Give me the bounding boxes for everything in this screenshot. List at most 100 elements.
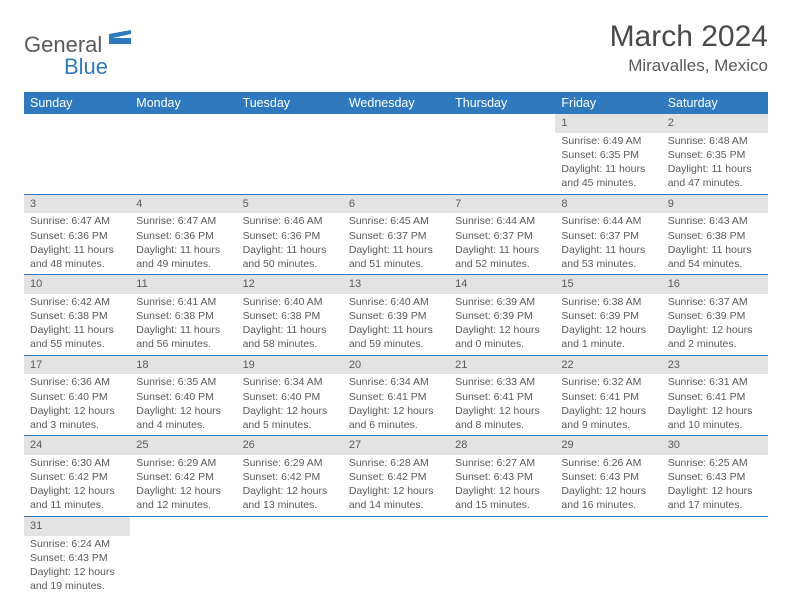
day-number: 16 <box>668 278 680 290</box>
day-number-cell <box>343 114 449 133</box>
sunrise-text: Sunrise: 6:30 AM <box>30 456 124 470</box>
sunset-text: Sunset: 6:37 PM <box>455 229 549 243</box>
day-info-cell: Sunrise: 6:34 AMSunset: 6:40 PMDaylight:… <box>237 374 343 435</box>
daynum-row: 17181920212223 <box>24 355 768 374</box>
day-info-cell: Sunrise: 6:44 AMSunset: 6:37 PMDaylight:… <box>555 213 661 274</box>
sunset-text: Sunset: 6:39 PM <box>455 309 549 323</box>
daylight-text: Daylight: 12 hours <box>30 404 124 418</box>
day-info-cell <box>343 133 449 194</box>
sunset-text: Sunset: 6:41 PM <box>455 390 549 404</box>
daylight-text: Daylight: 12 hours <box>243 484 337 498</box>
day-number: 10 <box>30 278 42 290</box>
sunrise-text: Sunrise: 6:40 AM <box>243 295 337 309</box>
sunrise-text: Sunrise: 6:31 AM <box>668 375 762 389</box>
day-number-cell: 7 <box>449 194 555 213</box>
location: Miravalles, Mexico <box>610 56 768 76</box>
daylight-text: and 58 minutes. <box>243 337 337 351</box>
daylight-text: Daylight: 11 hours <box>243 243 337 257</box>
sunset-text: Sunset: 6:38 PM <box>30 309 124 323</box>
sunrise-text: Sunrise: 6:46 AM <box>243 214 337 228</box>
day-info-cell: Sunrise: 6:47 AMSunset: 6:36 PMDaylight:… <box>130 213 236 274</box>
sunrise-text: Sunrise: 6:38 AM <box>561 295 655 309</box>
day-info-cell: Sunrise: 6:39 AMSunset: 6:39 PMDaylight:… <box>449 294 555 355</box>
day-number-cell <box>130 114 236 133</box>
day-info-cell <box>24 133 130 194</box>
day-info-cell: Sunrise: 6:26 AMSunset: 6:43 PMDaylight:… <box>555 455 661 516</box>
day-number: 23 <box>668 359 680 371</box>
sunset-text: Sunset: 6:39 PM <box>668 309 762 323</box>
day-info-cell: Sunrise: 6:29 AMSunset: 6:42 PMDaylight:… <box>130 455 236 516</box>
sunset-text: Sunset: 6:37 PM <box>561 229 655 243</box>
day-number: 19 <box>243 359 255 371</box>
day-header: Friday <box>555 92 661 114</box>
day-info-cell: Sunrise: 6:29 AMSunset: 6:42 PMDaylight:… <box>237 455 343 516</box>
day-number: 9 <box>668 198 674 210</box>
day-number-cell <box>24 114 130 133</box>
sunset-text: Sunset: 6:41 PM <box>668 390 762 404</box>
info-row: Sunrise: 6:42 AMSunset: 6:38 PMDaylight:… <box>24 294 768 355</box>
daylight-text: Daylight: 12 hours <box>455 323 549 337</box>
daynum-row: 10111213141516 <box>24 275 768 294</box>
daylight-text: Daylight: 11 hours <box>30 243 124 257</box>
daylight-text: and 51 minutes. <box>349 257 443 271</box>
day-info-cell: Sunrise: 6:24 AMSunset: 6:43 PMDaylight:… <box>24 536 130 597</box>
daylight-text: and 4 minutes. <box>136 418 230 432</box>
day-number: 12 <box>243 278 255 290</box>
day-number: 27 <box>349 439 361 451</box>
info-row: Sunrise: 6:47 AMSunset: 6:36 PMDaylight:… <box>24 213 768 274</box>
day-info-cell <box>662 536 768 597</box>
day-number-cell: 6 <box>343 194 449 213</box>
day-number-cell: 13 <box>343 275 449 294</box>
sunset-text: Sunset: 6:40 PM <box>30 390 124 404</box>
sunrise-text: Sunrise: 6:34 AM <box>349 375 443 389</box>
logo-text-blue: Blue <box>64 54 131 80</box>
day-info-cell <box>130 133 236 194</box>
day-info-cell: Sunrise: 6:33 AMSunset: 6:41 PMDaylight:… <box>449 374 555 435</box>
day-number-cell: 3 <box>24 194 130 213</box>
day-info-cell: Sunrise: 6:34 AMSunset: 6:41 PMDaylight:… <box>343 374 449 435</box>
day-number-cell: 18 <box>130 355 236 374</box>
day-number-cell <box>237 516 343 535</box>
sunrise-text: Sunrise: 6:47 AM <box>136 214 230 228</box>
sunset-text: Sunset: 6:41 PM <box>349 390 443 404</box>
daynum-row: 3456789 <box>24 194 768 213</box>
sunrise-text: Sunrise: 6:36 AM <box>30 375 124 389</box>
day-number: 13 <box>349 278 361 290</box>
daylight-text: and 47 minutes. <box>668 176 762 190</box>
sunset-text: Sunset: 6:43 PM <box>455 470 549 484</box>
logo-flag-icon <box>109 30 131 44</box>
sunset-text: Sunset: 6:35 PM <box>668 148 762 162</box>
daylight-text: and 50 minutes. <box>243 257 337 271</box>
daylight-text: and 3 minutes. <box>30 418 124 432</box>
daylight-text: and 55 minutes. <box>30 337 124 351</box>
day-number-cell: 30 <box>662 436 768 455</box>
sunrise-text: Sunrise: 6:48 AM <box>668 134 762 148</box>
sunrise-text: Sunrise: 6:49 AM <box>561 134 655 148</box>
daylight-text: and 56 minutes. <box>136 337 230 351</box>
daylight-text: Daylight: 11 hours <box>136 323 230 337</box>
sunset-text: Sunset: 6:36 PM <box>136 229 230 243</box>
day-number: 2 <box>668 117 674 129</box>
daylight-text: Daylight: 12 hours <box>455 484 549 498</box>
daylight-text: Daylight: 12 hours <box>349 404 443 418</box>
daylight-text: and 49 minutes. <box>136 257 230 271</box>
daylight-text: Daylight: 11 hours <box>136 243 230 257</box>
day-number-cell: 28 <box>449 436 555 455</box>
daylight-text: Daylight: 12 hours <box>30 565 124 579</box>
day-number: 29 <box>561 439 573 451</box>
day-number: 4 <box>136 198 142 210</box>
day-info-cell: Sunrise: 6:28 AMSunset: 6:42 PMDaylight:… <box>343 455 449 516</box>
day-number-cell: 17 <box>24 355 130 374</box>
day-number: 7 <box>455 198 461 210</box>
sunrise-text: Sunrise: 6:40 AM <box>349 295 443 309</box>
sunrise-text: Sunrise: 6:44 AM <box>561 214 655 228</box>
day-number-cell <box>449 114 555 133</box>
daylight-text: Daylight: 11 hours <box>668 162 762 176</box>
day-header: Tuesday <box>237 92 343 114</box>
sunrise-text: Sunrise: 6:39 AM <box>455 295 549 309</box>
day-number: 15 <box>561 278 573 290</box>
day-info-cell <box>237 133 343 194</box>
daylight-text: and 6 minutes. <box>349 418 443 432</box>
sunrise-text: Sunrise: 6:41 AM <box>136 295 230 309</box>
info-row: Sunrise: 6:49 AM Sunset: 6:35 PMDaylight:… <box>24 133 768 194</box>
